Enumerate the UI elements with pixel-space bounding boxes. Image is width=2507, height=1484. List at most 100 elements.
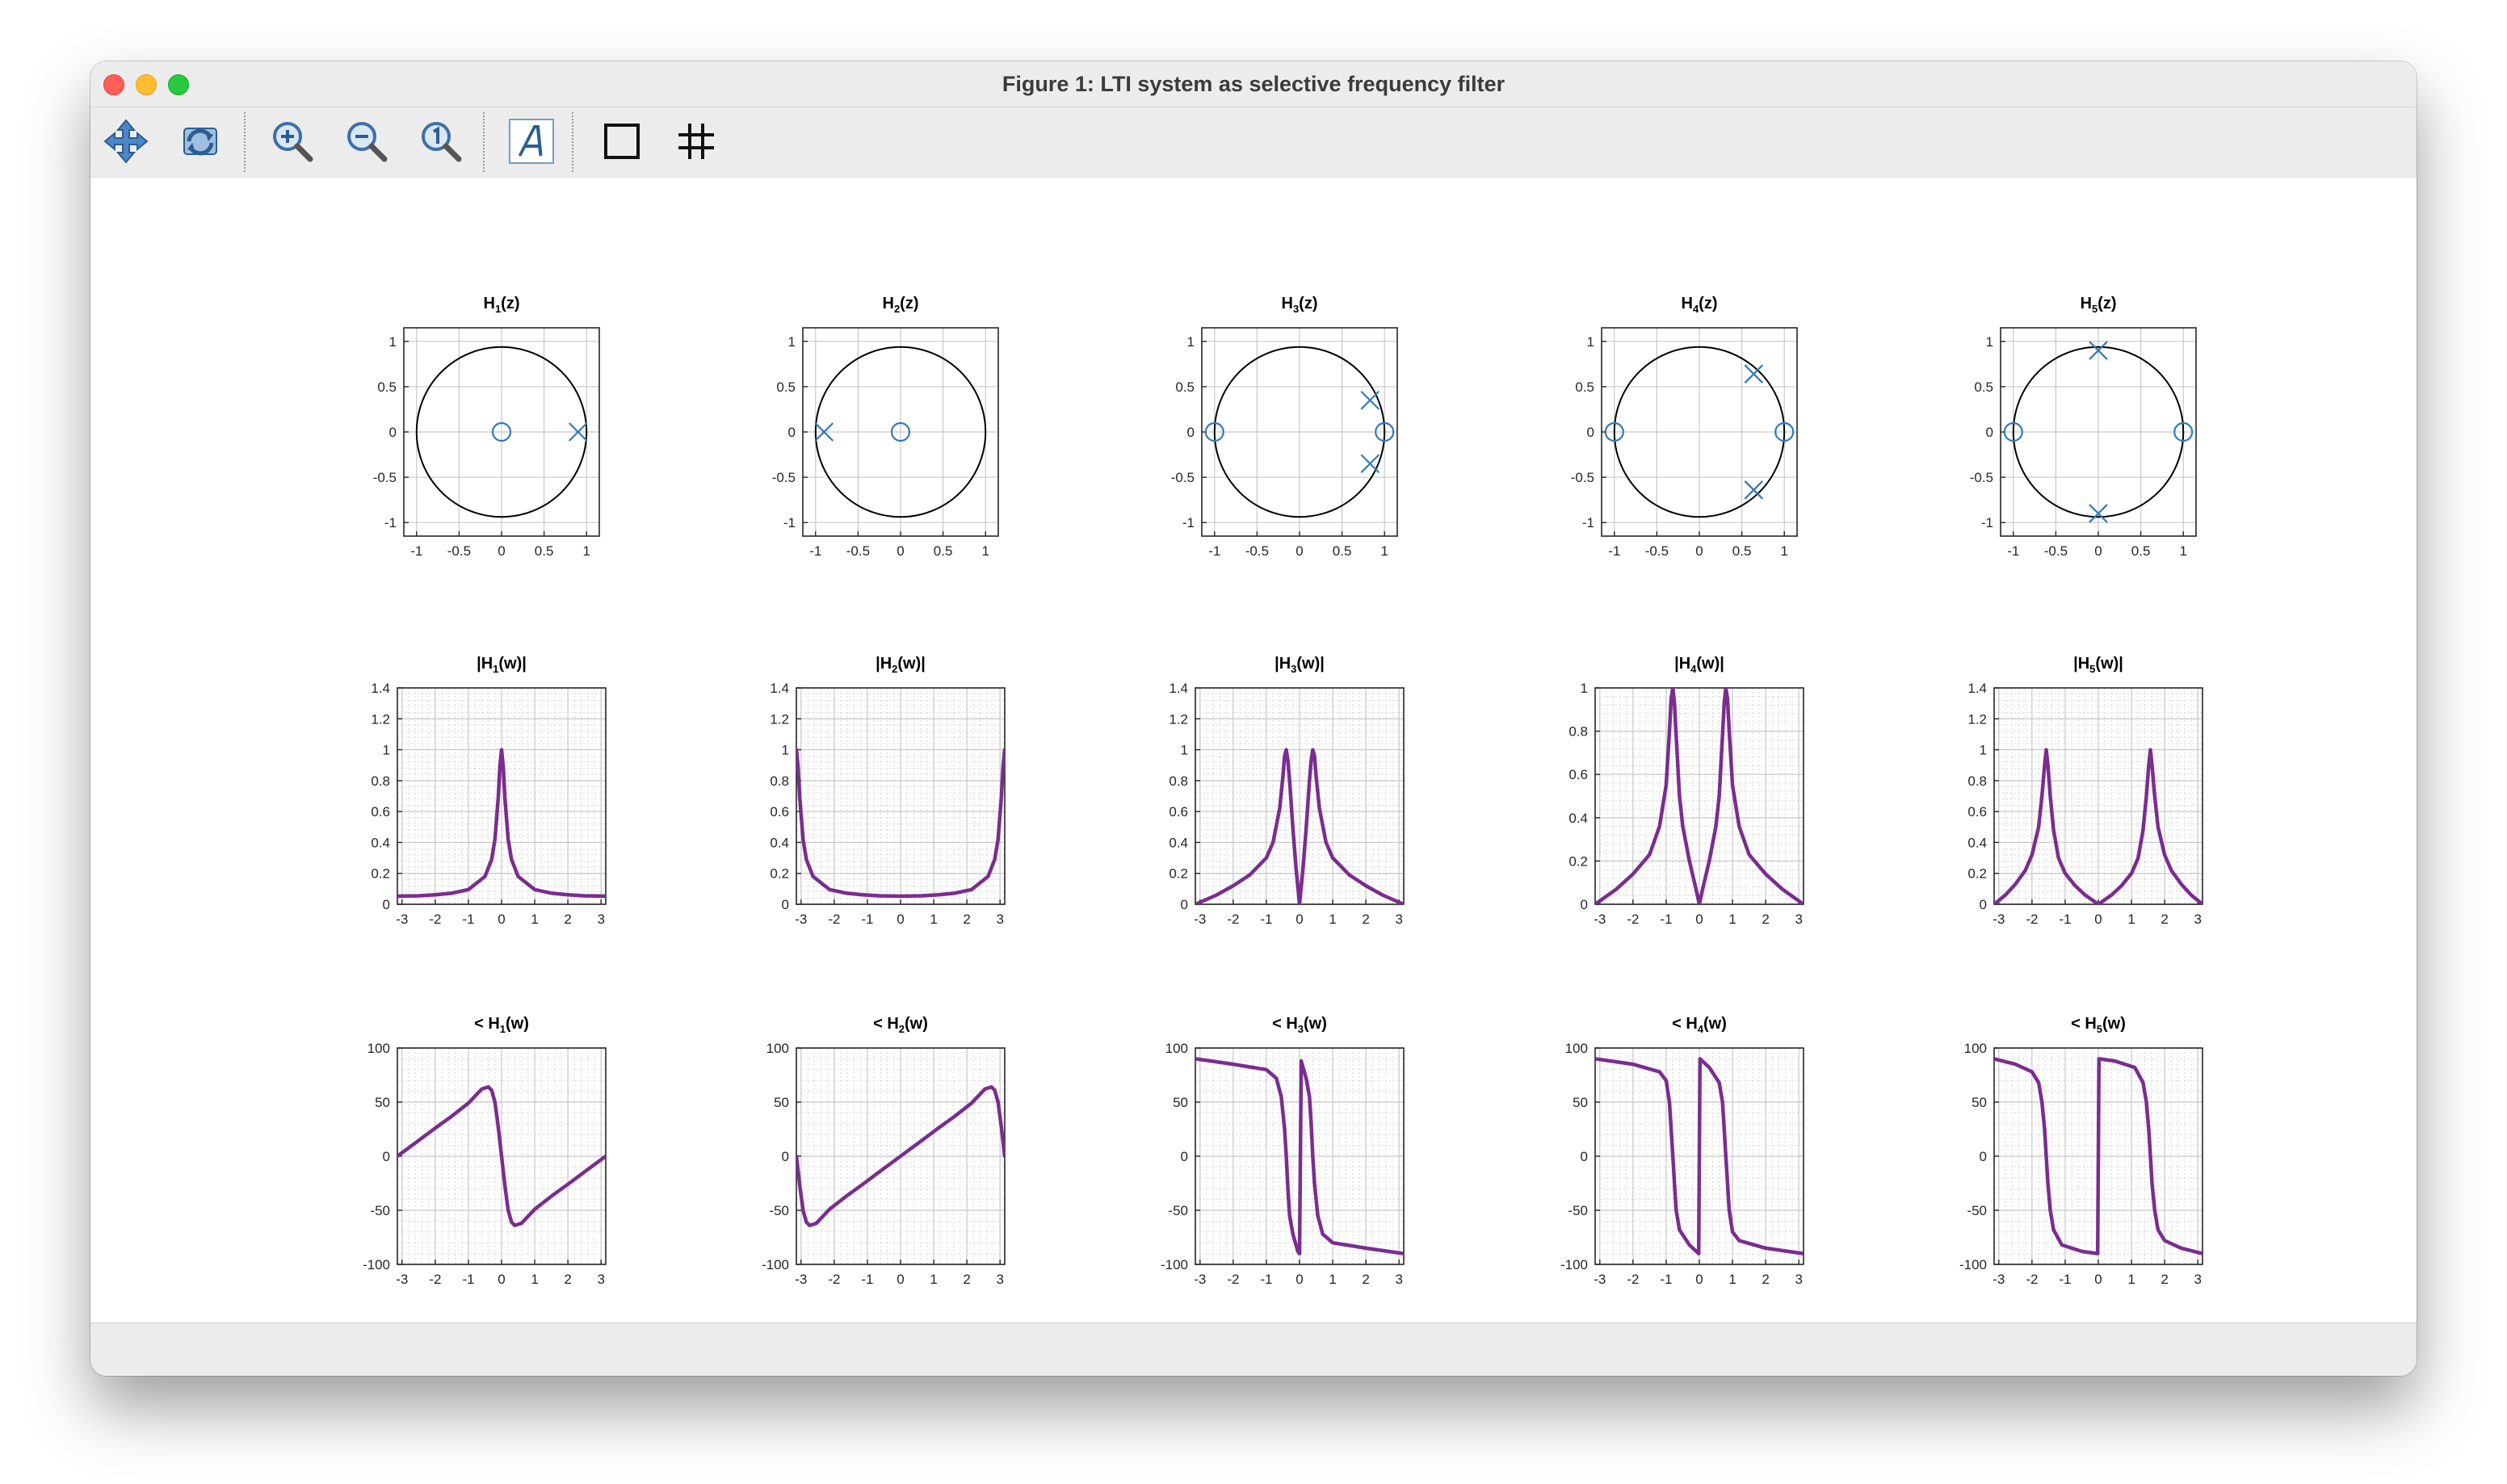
plot-area — [1595, 688, 1804, 904]
zoom-out-button[interactable] — [333, 109, 401, 174]
y-tick-label: -50 — [1967, 1203, 1987, 1218]
x-tick-label: -3 — [1993, 1272, 2005, 1287]
zero-marker — [890, 421, 911, 442]
y-tick-label: 1 — [788, 334, 796, 350]
pole-marker — [568, 422, 588, 442]
y-tick-label: 0.5 — [1575, 379, 1594, 395]
y-tick-label: 1.4 — [1169, 681, 1188, 696]
y-tick-label: -1 — [1981, 515, 1993, 530]
y-tick-label: 1 — [1986, 334, 1993, 350]
x-tick-label: 1 — [930, 1272, 937, 1287]
x-tick-label: 0.5 — [2131, 543, 2151, 559]
y-tick-label: 0.5 — [1175, 379, 1195, 395]
minor-grid — [796, 1047, 1005, 1265]
x-tick-label: -3 — [795, 1272, 807, 1287]
plot-area — [1195, 748, 1404, 904]
pan-button[interactable] — [92, 109, 160, 174]
x-tick-label: 1 — [2127, 912, 2135, 927]
y-tick-label: 0 — [788, 425, 796, 440]
y-tick-label: -50 — [1568, 1203, 1588, 1218]
figure-toolbar — [90, 107, 2417, 178]
plot-title: < H2(w) — [873, 1015, 928, 1035]
series-line — [1994, 1057, 2203, 1256]
zero-marker — [491, 421, 512, 442]
x-tick-label: -0.5 — [2044, 543, 2068, 559]
pole-marker — [2089, 504, 2108, 523]
unit-circle — [814, 346, 987, 518]
x-tick-label: -1 — [1608, 543, 1620, 559]
magnitude-plot: -3 -2 -1 0 1 2 3 0 0.2 0.4 0.6 0.8 1 1.2 1.4 |H5(w)| — [1967, 655, 2203, 927]
series-line — [1195, 1057, 1404, 1256]
y-tick-label: 1 — [1587, 334, 1594, 350]
pan-icon — [103, 119, 149, 164]
x-tick-label: 0.5 — [535, 543, 554, 559]
plot-title: < H1(w) — [474, 1015, 529, 1035]
plot-title: < H3(w) — [1272, 1015, 1327, 1035]
figure-canvas: -1 -0.5 0 0.5 1 -1 -0.5 0 0.5 1 H1(z) -1 -0.5 0 0.5 1 -1… — [90, 178, 2417, 1324]
y-tick-label: -1 — [1582, 515, 1594, 530]
pole-marker — [1360, 454, 1380, 474]
zoom-window-button[interactable] — [168, 74, 189, 95]
plot-area — [796, 748, 1005, 899]
x-tick-label: 0 — [498, 912, 505, 927]
x-tick-label: 2 — [564, 912, 571, 927]
y-tick-label: 0.4 — [1568, 811, 1588, 826]
x-tick-label: -1 — [1208, 543, 1220, 559]
y-tick-label: 1 — [782, 743, 789, 758]
y-tick-label: 0.8 — [371, 773, 390, 789]
insert-text-button[interactable] — [498, 109, 565, 174]
y-tick-label: 1.2 — [371, 711, 390, 727]
axes-box-button[interactable] — [588, 109, 656, 174]
series-line — [796, 748, 1005, 899]
x-tick-label: 0.5 — [1732, 543, 1752, 559]
pole-zero-plot: -1 -0.5 0 0.5 1 -1 -0.5 0 0.5 1 H4(z) — [1571, 295, 1798, 559]
y-tick-label: -0.5 — [373, 470, 397, 485]
series-line — [397, 748, 606, 899]
series-line — [796, 1084, 1005, 1228]
y-tick-label: -0.5 — [1571, 470, 1594, 485]
minimize-window-button[interactable] — [136, 74, 157, 95]
rotate-button[interactable] — [166, 109, 234, 174]
y-tick-label: 100 — [367, 1041, 390, 1056]
toolbar-separator — [572, 112, 573, 172]
x-tick-label: -3 — [396, 912, 408, 927]
y-tick-label: -0.5 — [772, 470, 796, 485]
y-tick-label: 0.6 — [1967, 804, 1987, 820]
zoom-reset-button[interactable] — [407, 109, 475, 174]
plot-title: H5(z) — [2080, 295, 2116, 315]
x-tick-label: -0.5 — [846, 543, 870, 559]
x-tick-label: 1 — [531, 1272, 538, 1287]
major-grid — [803, 328, 998, 536]
y-tick-label: 0 — [1181, 897, 1188, 912]
close-window-button[interactable] — [103, 74, 124, 95]
grid-button[interactable] — [662, 109, 730, 174]
x-tick-label: 1 — [981, 543, 989, 559]
pole-zero-plot: -1 -0.5 0 0.5 1 -1 -0.5 0 0.5 1 H5(z) — [1970, 295, 2197, 559]
x-tick-label: 0 — [2094, 1272, 2102, 1287]
y-tick-label: 0 — [383, 1149, 390, 1164]
unit-circle — [415, 346, 588, 518]
plot-area — [796, 1084, 1005, 1228]
y-tick-label: 0.4 — [770, 835, 789, 850]
x-tick-label: 1 — [2179, 543, 2186, 559]
phase-plot: -3 -2 -1 0 1 2 3 -100 -50 0 50 100 < H2(w) — [762, 1015, 1006, 1287]
plot-title: H3(z) — [1281, 295, 1317, 315]
unit-circle — [1213, 346, 1386, 518]
x-tick-label: 2 — [1762, 912, 1769, 927]
y-tick-label: 0 — [1587, 425, 1594, 440]
y-tick-label: -0.5 — [1171, 470, 1195, 485]
y-tick-label: 0 — [389, 425, 397, 440]
y-tick-label: 0 — [1581, 1149, 1588, 1164]
x-tick-label: 1 — [2127, 1272, 2135, 1287]
x-tick-label: 2 — [963, 1272, 970, 1287]
y-tick-label: -1 — [783, 515, 796, 530]
y-tick-label: 50 — [375, 1095, 390, 1110]
zero-marker — [2173, 421, 2194, 442]
zoom-in-button[interactable] — [258, 109, 326, 174]
x-tick-label: 0 — [1295, 1272, 1303, 1287]
y-tick-label: 0.2 — [371, 866, 390, 882]
pole-zero-plot: -1 -0.5 0 0.5 1 -1 -0.5 0 0.5 1 H2(z) — [772, 295, 999, 559]
window-title: Figure 1: LTI system as selective freque… — [1002, 72, 1505, 96]
y-tick-label: 0 — [1986, 425, 1993, 440]
x-tick-label: -2 — [1227, 1272, 1239, 1287]
